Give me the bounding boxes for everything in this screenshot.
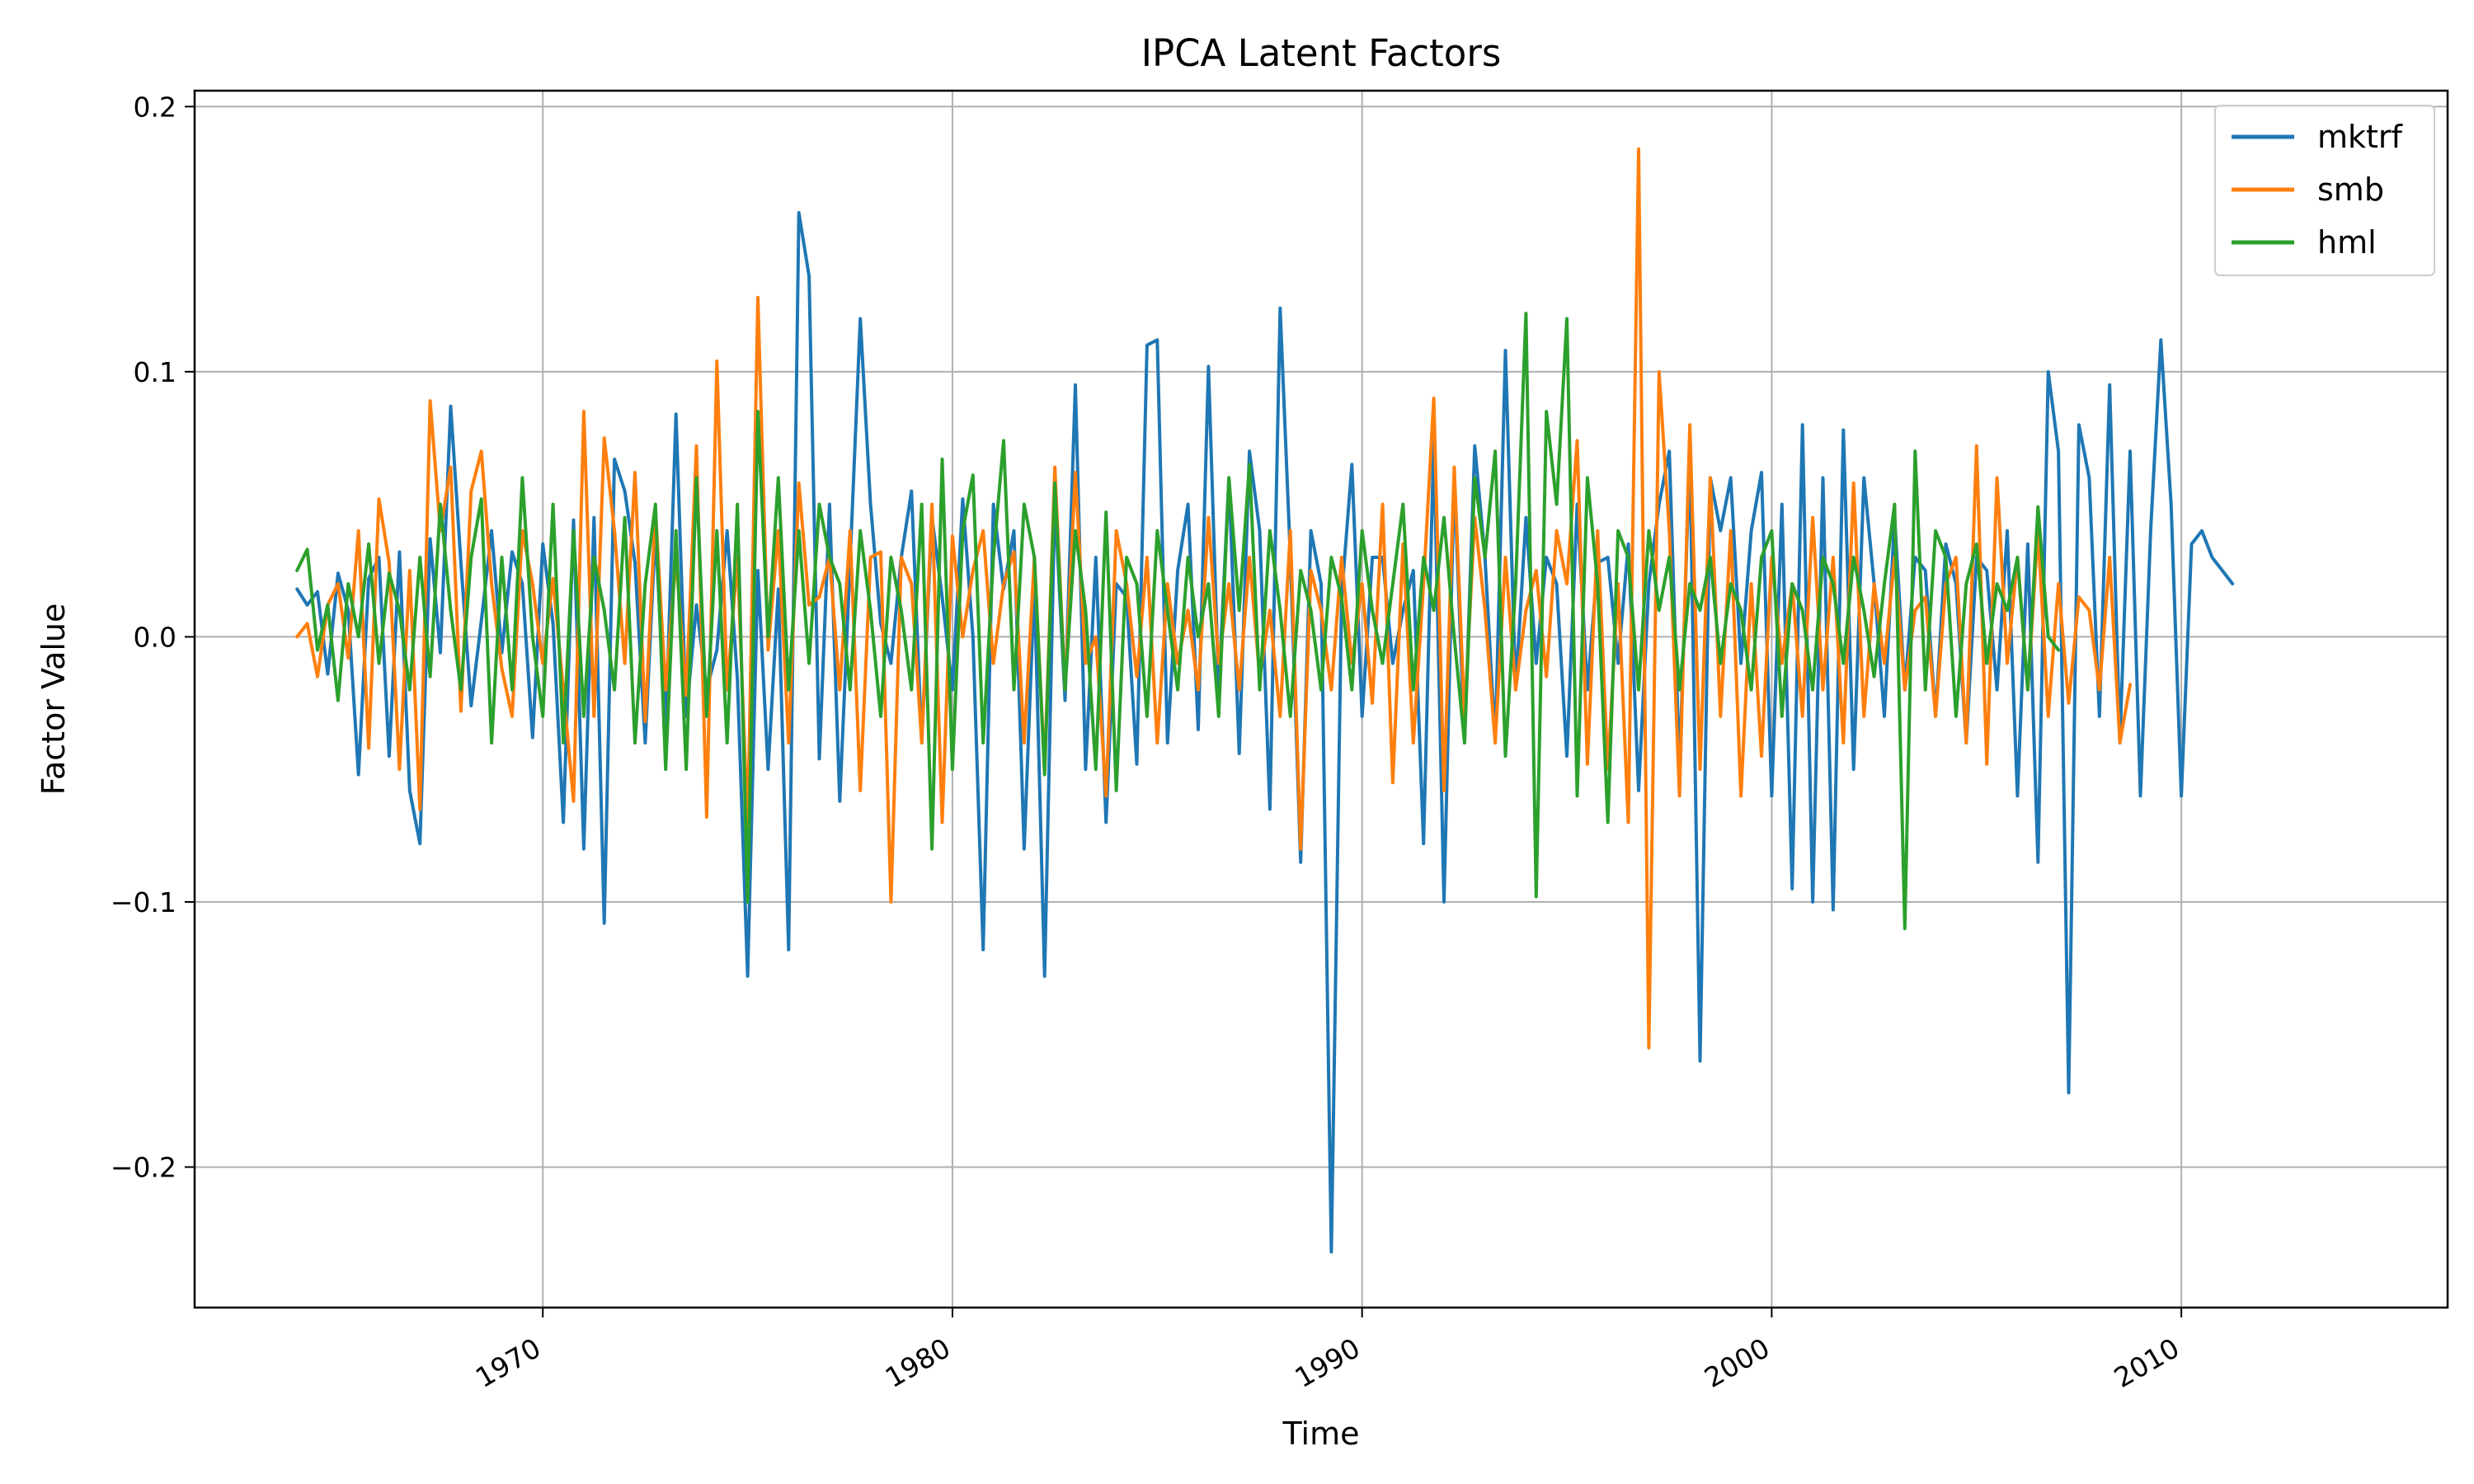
chart-title: IPCA Latent Factors [1141, 31, 1502, 75]
legend-label-smb: smb [2317, 171, 2384, 208]
legend-label-hml: hml [2317, 224, 2377, 261]
y-tick-label: −0.1 [111, 886, 176, 918]
series-line-hml [295, 312, 2061, 931]
plot-frame [193, 89, 2449, 1309]
y-tick-label: 0.1 [134, 356, 176, 388]
series-lines [295, 147, 2235, 1254]
legend-box [2214, 105, 2435, 276]
legend: mktrf smb hml [2214, 105, 2435, 276]
y-tick-label: −0.2 [111, 1152, 176, 1184]
y-tick-label: 0.2 [134, 91, 176, 123]
y-axis-title: Factor Value [35, 603, 72, 796]
y-tick-label: 0.0 [134, 621, 176, 653]
grid-lines [195, 91, 2448, 1308]
legend-label-mktrf: mktrf [2317, 119, 2404, 155]
legend-items: mktrf smb hml [2232, 119, 2404, 261]
x-axis-title: Time [1282, 1416, 1360, 1452]
series-line-smb [295, 147, 2132, 1050]
